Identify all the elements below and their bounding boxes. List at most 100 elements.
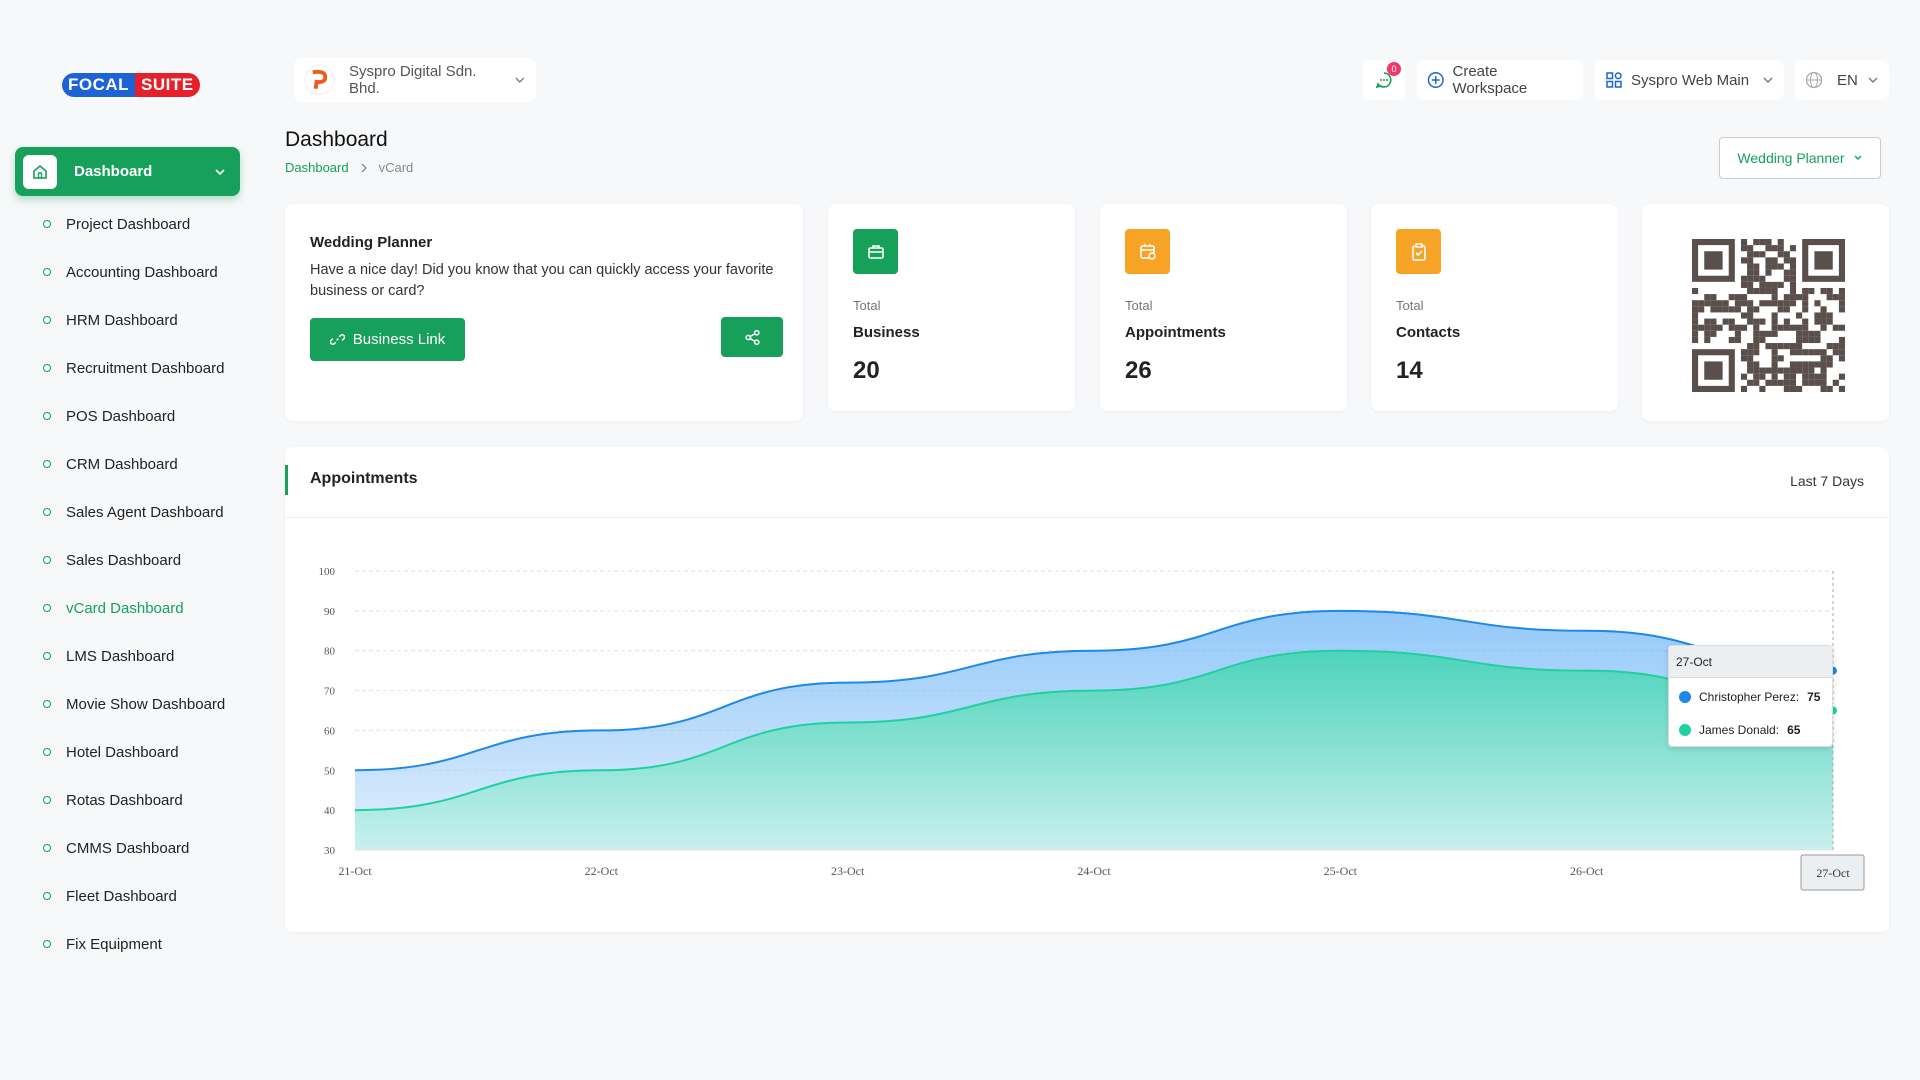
- sidebar-item[interactable]: Accounting Dashboard: [43, 261, 218, 283]
- qr-module: [1734, 330, 1741, 337]
- page-title: Dashboard: [285, 128, 388, 151]
- sidebar-item[interactable]: Fleet Dashboard: [43, 885, 177, 907]
- chevron: [215, 168, 225, 175]
- qr-module: [1820, 306, 1827, 313]
- qr-module: [1820, 312, 1827, 319]
- divider: [285, 517, 1889, 518]
- qr-module: [1771, 281, 1778, 288]
- qr-module: [1820, 349, 1827, 356]
- business-selector[interactable]: Wedding Planner: [1719, 137, 1881, 179]
- qr-module: [1734, 294, 1741, 301]
- sidebar-item[interactable]: CMMS Dashboard: [43, 837, 189, 859]
- share-button[interactable]: [721, 317, 783, 357]
- qr-module: [1814, 379, 1821, 386]
- qr-module: [1802, 367, 1809, 374]
- qr-module: [1734, 300, 1741, 307]
- sidebar-item[interactable]: HRM Dashboard: [43, 309, 178, 331]
- qr-module: [1820, 318, 1827, 325]
- qr-module: [1740, 300, 1748, 307]
- qr-module: [1765, 245, 1772, 252]
- workspace-name: Syspro Web Main: [1631, 71, 1750, 89]
- qr-module: [1832, 294, 1839, 301]
- qr-module: [1789, 294, 1797, 301]
- sidebar-dashboard[interactable]: Dashboard: [15, 147, 240, 196]
- qr-module: [1747, 245, 1754, 252]
- y-tick-label: 60: [324, 725, 336, 737]
- qr-module: [1747, 355, 1754, 362]
- qr-module: [1747, 343, 1754, 350]
- qr-module: [1808, 361, 1815, 368]
- messages-button[interactable]: 0: [1363, 60, 1405, 100]
- logo[interactable]: FOCAL SUITE: [62, 73, 200, 97]
- qr-module: [1832, 324, 1839, 331]
- qr-module: [1759, 373, 1766, 380]
- link-icon: [329, 334, 345, 345]
- x-tick-label: 25-Oct: [1324, 864, 1358, 878]
- qr-module: [1753, 330, 1760, 337]
- qr-module: [1771, 379, 1778, 386]
- sidebar-item[interactable]: Recruitment Dashboard: [43, 357, 224, 379]
- create-workspace-button[interactable]: Create Workspace: [1417, 60, 1583, 100]
- welcome-title: Wedding Planner: [310, 234, 433, 251]
- title-accent: [285, 465, 288, 495]
- workspace-selector[interactable]: Syspro Web Main: [1595, 60, 1784, 100]
- qr-module: [1747, 287, 1754, 295]
- sidebar-item[interactable]: Sales Dashboard: [43, 549, 181, 571]
- qr-module: [1753, 324, 1760, 331]
- sidebar-item[interactable]: Movie Show Dashboard: [43, 693, 225, 715]
- company-selector[interactable]: Syspro Digital Sdn. Bhd.: [294, 58, 536, 102]
- qr-module: [1802, 306, 1809, 313]
- qr-module: [1789, 349, 1797, 356]
- qr-module: [1820, 367, 1827, 374]
- series-line: [354, 609, 1834, 772]
- qr-module: [1753, 239, 1760, 246]
- qr-module: [1710, 324, 1717, 331]
- qr-module: [1765, 269, 1772, 276]
- qr-module: [1734, 324, 1741, 331]
- qr-module: [1747, 257, 1754, 264]
- sidebar-item[interactable]: CRM Dashboard: [43, 453, 178, 475]
- qr-module: [1771, 287, 1778, 295]
- tooltip-header: 27-Oct: [1669, 646, 1832, 678]
- qr-module: [1838, 373, 1845, 380]
- series-line: [354, 649, 1834, 812]
- qr-module: [1814, 300, 1821, 307]
- sidebar-item[interactable]: Fix Equipment: [43, 933, 162, 955]
- sidebar-item[interactable]: vCard Dashboard: [43, 597, 184, 619]
- sidebar-item[interactable]: POS Dashboard: [43, 405, 175, 427]
- stat-icon: [853, 229, 898, 274]
- chart-card: Appointments Last 7 Days 30 40 50 60 70 80 90 1…: [285, 447, 1889, 932]
- language-selector[interactable]: EN: [1795, 60, 1889, 100]
- qr-module: [1808, 336, 1815, 344]
- qr-module: [1771, 318, 1778, 325]
- tooltip-series-name: Christopher Perez: [1699, 690, 1799, 704]
- sidebar-item[interactable]: Sales Agent Dashboard: [43, 501, 224, 523]
- x-tick-label: 27-Oct: [1816, 866, 1850, 880]
- qr-module: [1771, 343, 1778, 350]
- sidebar-item[interactable]: Project Dashboard: [43, 213, 190, 235]
- qr-module: [1802, 287, 1809, 295]
- qr-module: [1771, 245, 1778, 252]
- qr-module: [1753, 318, 1760, 325]
- chart-period[interactable]: Last 7 Days: [1790, 473, 1864, 489]
- qr-module: [1789, 263, 1797, 270]
- sidebar-item[interactable]: Hotel Dashboard: [43, 741, 179, 763]
- qr-module: [1704, 300, 1711, 307]
- qr-module: [1740, 373, 1748, 380]
- stat-icon: [1396, 229, 1441, 274]
- qr-module: [1789, 367, 1797, 374]
- qr-module: [1759, 318, 1766, 325]
- qr-module: [1692, 300, 1699, 307]
- business-link-button[interactable]: Business Link: [310, 318, 465, 361]
- qr-module: [1753, 251, 1760, 258]
- sidebar-item[interactable]: Rotas Dashboard: [43, 789, 183, 811]
- stat-card: Total Contacts 14: [1371, 204, 1618, 411]
- qr-module: [1796, 349, 1803, 356]
- sidebar-item[interactable]: LMS Dashboard: [43, 645, 174, 667]
- apps-icon: [1606, 72, 1622, 88]
- qr-module: [1796, 385, 1803, 392]
- qr-module: [1747, 306, 1754, 313]
- qr-module: [1740, 257, 1748, 264]
- qr-module: [1808, 287, 1815, 295]
- breadcrumb-link[interactable]: Dashboard: [285, 160, 349, 175]
